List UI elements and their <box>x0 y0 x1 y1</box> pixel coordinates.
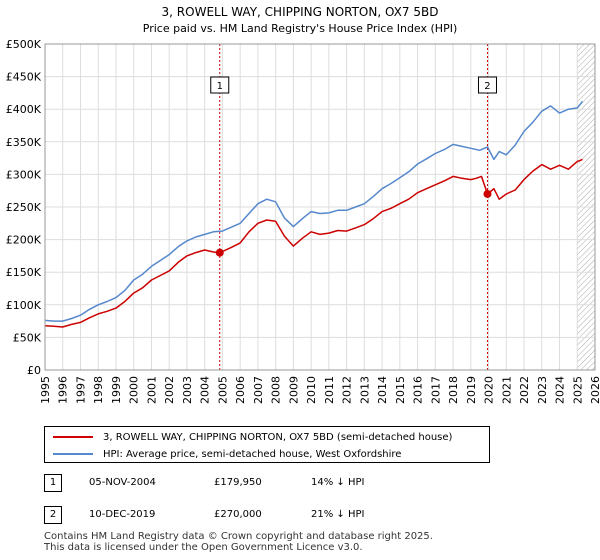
y-tick-label: £150K <box>6 266 42 279</box>
legend: 3, ROWELL WAY, CHIPPING NORTON, OX7 5BD … <box>44 426 490 463</box>
x-tick-label: 2026 <box>589 376 600 404</box>
sale-date-2: 10-DEC-2019 <box>89 509 156 520</box>
sale-label-box-1 <box>210 76 230 94</box>
y-tick-label: £300K <box>6 168 42 181</box>
y-tick-label: £50K <box>13 331 42 344</box>
x-tick-label: 2009 <box>287 376 300 404</box>
x-tick-label: 2025 <box>571 376 584 404</box>
sale-badge-2: 2 <box>44 506 62 524</box>
sale-label-2: 2 <box>484 81 490 92</box>
x-tick-label: 2005 <box>216 376 229 404</box>
x-tick-label: 2012 <box>341 376 354 404</box>
chart-title: 3, ROWELL WAY, CHIPPING NORTON, OX7 5BD <box>162 5 439 19</box>
x-tick-label: 2003 <box>181 376 194 404</box>
y-tick-label: £0 <box>27 364 41 377</box>
sale-badge-1: 1 <box>44 474 62 492</box>
sale-hpi-2: 21% ↓ HPI <box>311 509 365 520</box>
sale-label-1: 1 <box>217 81 223 92</box>
x-tick-label: 2000 <box>128 376 141 404</box>
x-tick-label: 2001 <box>145 376 158 404</box>
sale-point-1 <box>215 248 224 257</box>
sale-price-2: £270,000 <box>214 509 262 520</box>
x-tick-label: 2008 <box>270 376 283 404</box>
x-tick-label: 2015 <box>394 376 407 404</box>
legend-label-property: 3, ROWELL WAY, CHIPPING NORTON, OX7 5BD … <box>103 431 453 443</box>
plot-border <box>44 43 596 371</box>
legend-label-hpi: HPI: Average price, semi-detached house,… <box>103 448 402 460</box>
y-tick-label: £400K <box>6 103 42 116</box>
x-tick-label: 2010 <box>305 376 318 404</box>
y-tick-label: £200K <box>6 234 42 247</box>
x-tick-label: 2013 <box>358 376 371 404</box>
x-tick-label: 2017 <box>429 376 442 404</box>
x-tick-label: 2002 <box>163 376 176 404</box>
y-tick-label: £500K <box>6 38 42 51</box>
x-tick-label: 1998 <box>92 376 105 404</box>
x-tick-label: 2023 <box>536 376 549 404</box>
y-tick-label: £100K <box>6 299 42 312</box>
x-tick-label: 2018 <box>447 376 460 404</box>
x-tick-label: 1999 <box>110 376 123 404</box>
legend-item-property: 3, ROWELL WAY, CHIPPING NORTON, OX7 5BD … <box>53 429 452 445</box>
x-tick-label: 2007 <box>252 376 265 404</box>
x-tick-label: 2004 <box>199 376 212 404</box>
price-chart: 3, ROWELL WAY, CHIPPING NORTON, OX7 5BD … <box>6 5 600 404</box>
x-tick-label: 2006 <box>234 376 247 404</box>
sale-hpi-1: 14% ↓ HPI <box>311 477 365 488</box>
legend-item-hpi: HPI: Average price, semi-detached house,… <box>53 446 401 462</box>
x-tick-label: 2011 <box>323 376 336 404</box>
sale-point-2 <box>483 189 492 198</box>
x-tick-label: 2022 <box>518 376 531 404</box>
y-tick-label: £450K <box>6 71 42 84</box>
x-tick-label: 1995 <box>39 376 52 404</box>
x-tick-label: 2016 <box>412 376 425 404</box>
x-tick-label: 2024 <box>554 376 567 404</box>
sale-date-1: 05-NOV-2004 <box>89 477 156 488</box>
legend-swatch-property <box>53 436 93 438</box>
x-tick-label: 2020 <box>483 376 496 404</box>
x-tick-label: 2019 <box>465 376 478 404</box>
y-tick-label: £350K <box>6 136 42 149</box>
y-tick-label: £250K <box>6 201 42 214</box>
footer-licence: This data is licensed under the Open Gov… <box>44 542 363 553</box>
legend-swatch-hpi <box>53 453 93 455</box>
sale-price-1: £179,950 <box>214 477 262 488</box>
series-line-hpi <box>44 100 584 322</box>
x-tick-label: 2021 <box>500 376 513 404</box>
footer: Contains HM Land Registry data © Crown c… <box>44 531 594 553</box>
series-line-property <box>44 158 583 328</box>
sale-label-box-2 <box>477 76 497 94</box>
x-tick-label: 1997 <box>74 376 87 404</box>
x-tick-label: 2014 <box>376 376 389 404</box>
footer-copyright: Contains HM Land Registry data © Crown c… <box>44 531 433 542</box>
x-tick-label: 1996 <box>57 376 70 404</box>
chart-subtitle: Price paid vs. HM Land Registry's House … <box>143 22 458 35</box>
